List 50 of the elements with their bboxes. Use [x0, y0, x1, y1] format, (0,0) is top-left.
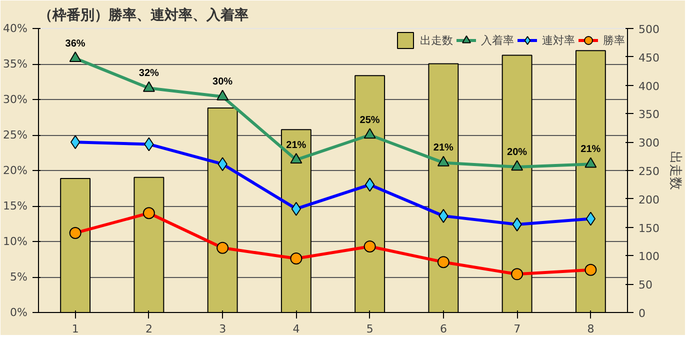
x-tick-label: 1 [72, 322, 79, 336]
y2-axis-title: 出走数 [667, 151, 682, 190]
data-label: 20% [507, 146, 528, 158]
point [142, 81, 155, 92]
y2-tick-label: 150 [638, 222, 660, 235]
y2-tick-label: 400 [638, 80, 660, 93]
x-tick-label: 6 [440, 322, 447, 336]
data-label: 21% [286, 140, 306, 151]
y2-tick-label: 200 [638, 193, 660, 206]
point [511, 160, 524, 171]
y-tick-label: 40% [3, 22, 28, 35]
legend-label: 出走数 [420, 32, 453, 48]
x-tick-label: 8 [587, 322, 594, 336]
data-label: 30% [212, 76, 233, 88]
data-label: 25% [360, 115, 380, 126]
y2-tick-label: 350 [638, 108, 660, 122]
data-label: 21% [580, 144, 601, 156]
y-tick-label: 0% [10, 306, 28, 319]
y-tick-label: 20% [3, 164, 28, 177]
y2-tick-label: 0 [638, 307, 646, 320]
y2-tick-label: 450 [638, 51, 660, 64]
y2-tick-label: 100 [638, 250, 660, 264]
y-tick-label: 30% [3, 93, 28, 106]
y-tick-label: 15% [3, 200, 28, 212]
point [584, 157, 597, 168]
y-tick-label: 25% [3, 128, 28, 142]
y-tick-label: 10% [3, 235, 28, 248]
data-label: 21% [433, 142, 454, 154]
x-tick-label: 7 [514, 322, 521, 336]
x-tick-label: 2 [145, 322, 152, 336]
point [437, 156, 450, 166]
y-tick-label: 5% [10, 270, 28, 284]
point [69, 51, 82, 62]
x-tick-label: 5 [366, 322, 374, 336]
x-tick-label: 3 [219, 322, 226, 336]
chart-title: （枠番別）勝率、連対率、入着率 [38, 6, 248, 24]
legend-label: 連対率 [542, 32, 575, 48]
legend-label: 勝率 [603, 32, 625, 48]
y-tick-label: 35% [3, 58, 28, 70]
point [216, 90, 229, 100]
data-label: 36% [65, 38, 86, 50]
point [290, 153, 302, 164]
point [364, 128, 376, 139]
data-label: 32% [138, 68, 160, 80]
y2-tick-label: 500 [638, 23, 660, 36]
legend-label: 入着率 [481, 32, 514, 48]
x-tick-label: 4 [292, 322, 300, 336]
y2-tick-label: 250 [638, 165, 660, 178]
y2-tick-label: 50 [638, 278, 652, 292]
y2-tick-label: 300 [638, 136, 660, 150]
